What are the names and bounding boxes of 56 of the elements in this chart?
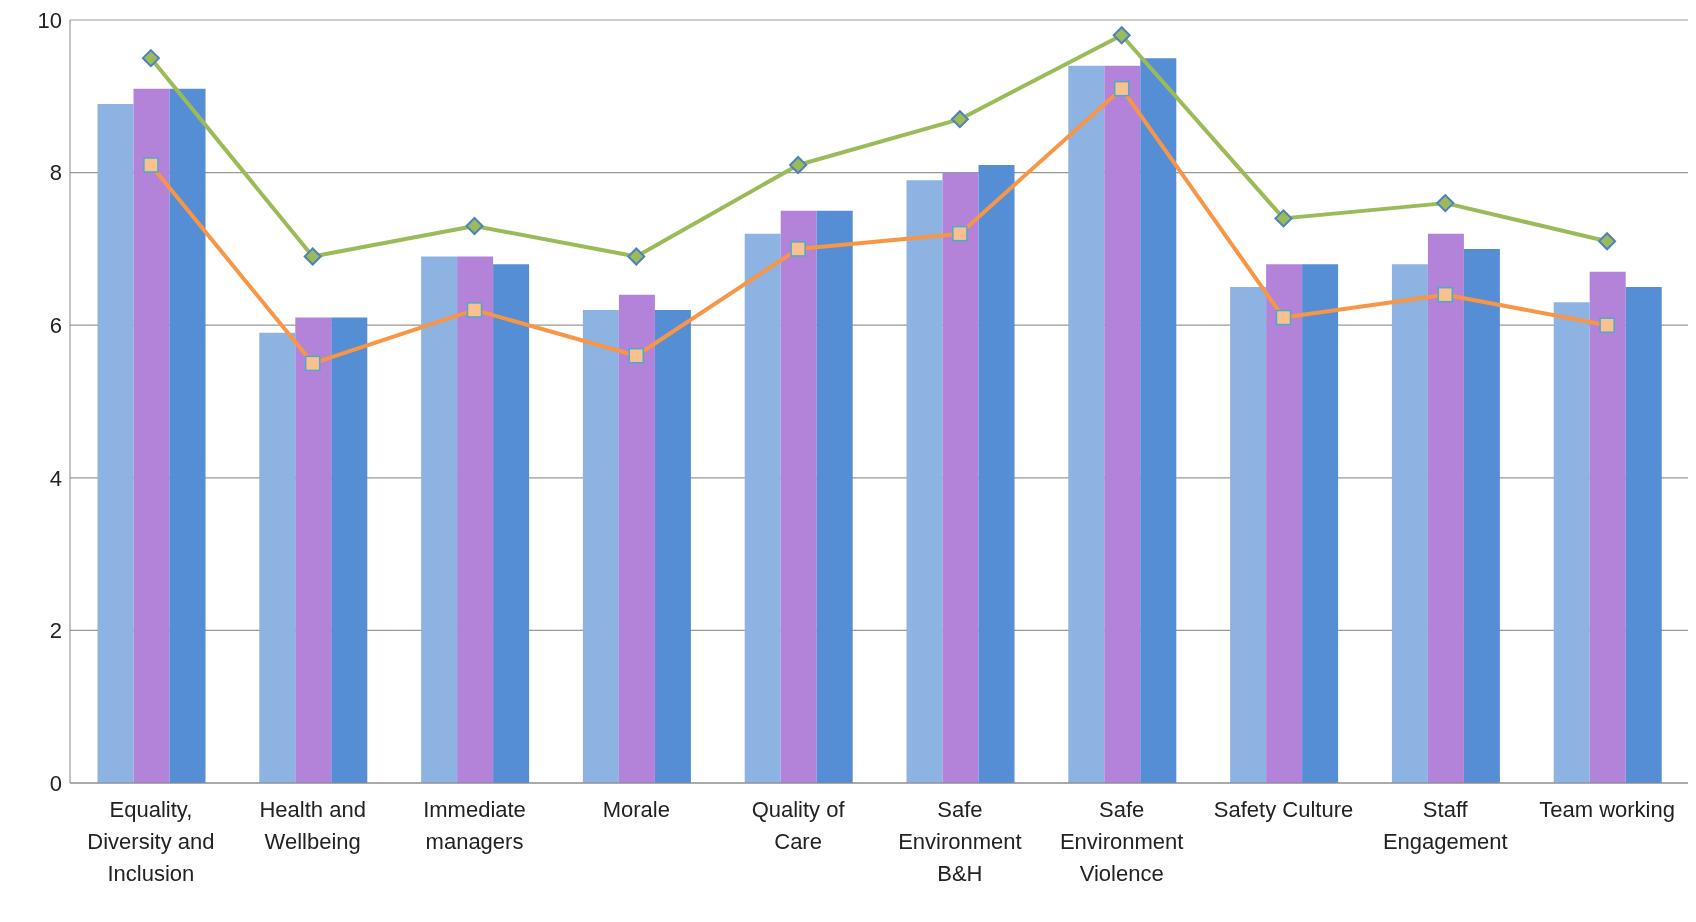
bar [1625, 287, 1662, 783]
x-tick-label: Team working [1539, 797, 1675, 822]
bar [1391, 264, 1428, 783]
point [627, 247, 646, 266]
x-tick-label: Immediate managers [423, 797, 526, 854]
bar [816, 210, 853, 783]
bar [97, 103, 134, 783]
bar [133, 88, 170, 783]
bar [1463, 248, 1500, 783]
bar [1553, 302, 1590, 783]
bar [457, 256, 494, 783]
bar [1068, 65, 1105, 783]
bar [942, 172, 979, 783]
point [141, 49, 160, 68]
bar [1140, 58, 1177, 783]
bar [1266, 264, 1303, 783]
y-tick-label: 2 [49, 618, 62, 644]
bar [978, 164, 1015, 783]
bar [780, 210, 817, 783]
y-tick-label: 10 [37, 7, 62, 33]
x-tick-label: Health and Wellbeing [259, 797, 366, 854]
x-tick-label: Staff Engagement [1382, 797, 1508, 854]
bar [582, 309, 619, 783]
point [1274, 209, 1293, 228]
bar [421, 256, 458, 783]
x-tick-label: Safety Culture [1213, 797, 1354, 822]
bar [259, 332, 296, 783]
bar [169, 88, 206, 783]
y-tick-label: 8 [49, 160, 62, 186]
y-tick-label: 6 [49, 313, 62, 339]
bar [493, 264, 530, 783]
y-tick-label: 4 [49, 465, 62, 491]
bar [744, 233, 781, 783]
bar [331, 317, 368, 783]
point [1112, 26, 1131, 45]
bar [1302, 264, 1339, 783]
point [303, 247, 322, 266]
bar [1230, 287, 1267, 783]
bar [1589, 271, 1626, 783]
point [465, 217, 484, 236]
x-tick-label: Equality, Diversity and Inclusion [87, 797, 215, 886]
point [1598, 232, 1617, 251]
x-tick-label: Safe Environment B&H [898, 797, 1022, 886]
bar [618, 294, 655, 783]
bar [906, 180, 943, 783]
x-tick-label: Safe Environment Violence [1059, 797, 1184, 886]
bar [654, 309, 691, 783]
y-tick-label: 0 [49, 770, 62, 796]
point [1436, 194, 1455, 213]
bar [1427, 233, 1464, 783]
point [789, 155, 808, 174]
bar [295, 317, 332, 783]
x-tick-label: Morale [602, 797, 670, 822]
point [950, 110, 969, 129]
bar [1104, 65, 1141, 783]
x-tick-label: Quality of Care [751, 797, 846, 854]
